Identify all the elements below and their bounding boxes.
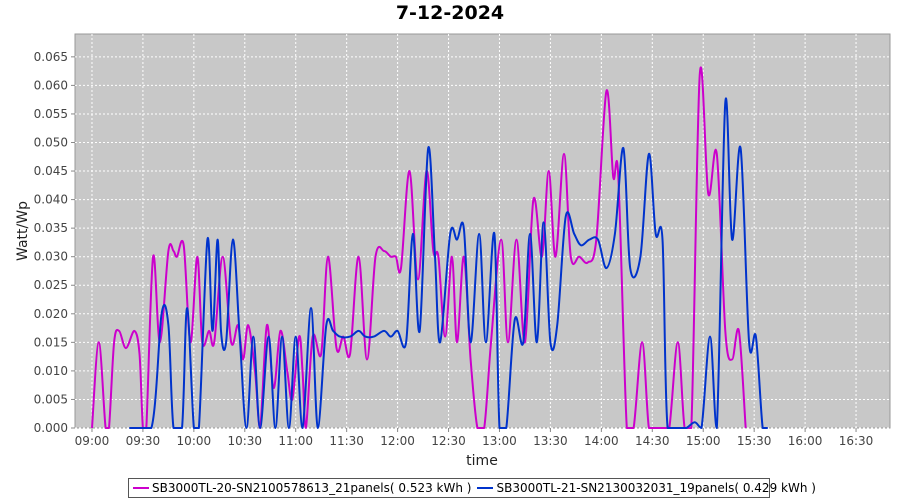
x-tick-label: 10:30: [227, 434, 262, 448]
line-chart: 0.000 0.005 0.010 0.015 0.020 0.025 0.030 0.035…: [15, 33, 891, 469]
series-line-1: [91, 66, 747, 429]
x-tick-label: 11:00: [278, 434, 313, 448]
legend-swatch-series-2: [477, 487, 494, 489]
legend-item-series-2: SB3000TL-21-SN2130032031_19panels( 0.429…: [477, 481, 816, 495]
x-tick-label: 16:30: [839, 434, 874, 448]
legend-label-series-1: SB3000TL-20-SN2100578613_21panels( 0.523…: [152, 481, 472, 495]
y-axis-title: Watt/Wp: [15, 201, 31, 261]
y-tick-label: 0.050: [34, 135, 68, 149]
x-tick-label: 13:00: [482, 434, 517, 448]
y-tick-label: 0.035: [34, 221, 68, 235]
x-tick-label: 12:30: [431, 434, 466, 448]
legend-label-series-2: SB3000TL-21-SN2130032031_19panels( 0.429…: [496, 481, 816, 495]
y-tick-label: 0.015: [34, 335, 68, 349]
y-tick-label: 0.065: [34, 50, 68, 64]
y-tick-label: 0.040: [34, 193, 68, 207]
y-tick-label: 0.020: [34, 307, 68, 321]
x-tick-label: 12:00: [380, 434, 415, 448]
legend-swatch-series-1: [133, 487, 149, 489]
x-axis: 09:00 09:30 10:00 10:30 11:00 11:30 12:00 12:30…: [75, 428, 874, 448]
x-tick-label: 10:00: [177, 434, 212, 448]
y-tick-label: 0.045: [34, 164, 68, 178]
y-axis: 0.000 0.005 0.010 0.015 0.020 0.025 0.030 0.035…: [34, 50, 75, 435]
x-tick-label: 14:00: [584, 434, 619, 448]
y-tick-label: 0.010: [34, 364, 68, 378]
x-tick-label: 14:30: [635, 434, 670, 448]
x-tick-label: 09:00: [75, 434, 110, 448]
x-tick-label: 11:30: [329, 434, 364, 448]
x-tick-label: 13:30: [533, 434, 568, 448]
series-line-2: [129, 97, 768, 429]
chart-legend: SB3000TL-20-SN2100578613_21panels( 0.523…: [128, 478, 816, 498]
y-tick-label: 0.060: [34, 78, 68, 92]
legend-item-series-1: SB3000TL-20-SN2100578613_21panels( 0.523…: [133, 481, 471, 495]
y-tick-label: 0.000: [34, 421, 68, 435]
y-tick-label: 0.005: [34, 392, 68, 406]
series-lines: [91, 66, 768, 429]
chart-title: 7-12-2024: [395, 2, 505, 24]
x-axis-title: time: [466, 453, 498, 469]
x-tick-label: 15:00: [686, 434, 721, 448]
x-tick-label: 15:30: [737, 434, 772, 448]
y-tick-label: 0.025: [34, 278, 68, 292]
x-tick-label: 09:30: [126, 434, 161, 448]
y-tick-label: 0.055: [34, 107, 68, 121]
plot-area: [74, 33, 891, 429]
y-tick-label: 0.030: [34, 250, 68, 264]
x-tick-label: 16:00: [788, 434, 823, 448]
